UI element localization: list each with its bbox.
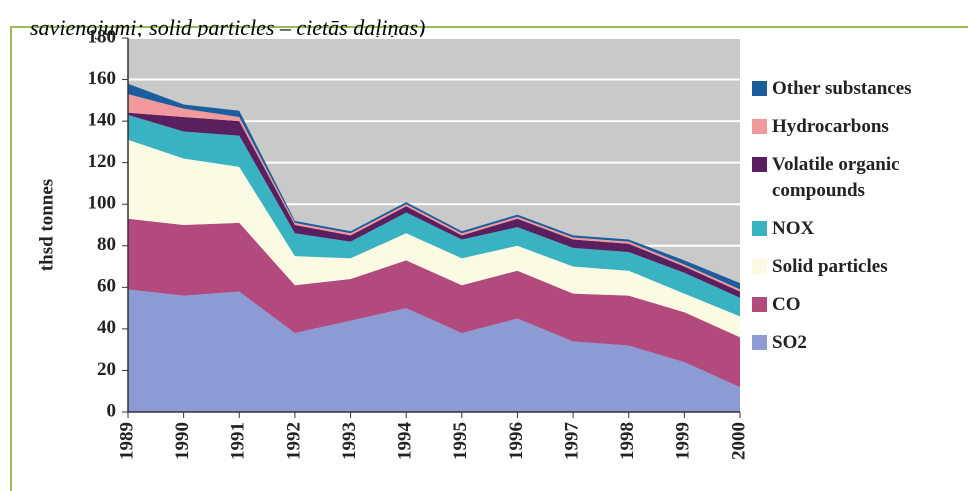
- y-tick-label: 140: [88, 109, 117, 130]
- legend-swatch: [752, 81, 767, 96]
- legend-swatch: [752, 221, 767, 236]
- area: [128, 139, 740, 338]
- legend-swatch: [752, 335, 767, 350]
- y-tick-label: 180: [88, 26, 117, 47]
- legend-swatch: [752, 297, 767, 312]
- x-tick-label: 1997: [561, 422, 582, 461]
- legend-label: Other substances: [772, 78, 912, 99]
- y-tick-label: 160: [88, 68, 117, 89]
- y-tick-label: 20: [97, 359, 116, 380]
- area: [128, 112, 740, 298]
- legend-swatch: [752, 157, 767, 172]
- y-tick-label: 40: [97, 317, 116, 338]
- x-tick-label: 1994: [395, 422, 416, 461]
- legend-label: Solid particles: [772, 256, 888, 277]
- legend-swatch: [752, 259, 767, 274]
- x-tick-label: 1998: [617, 422, 638, 460]
- x-tick-label: 1992: [283, 422, 304, 460]
- y-tick-label: 120: [88, 151, 117, 172]
- legend-item: Hydrocarbons: [752, 114, 966, 140]
- area: [128, 114, 740, 317]
- y-tick-label: 0: [107, 400, 117, 421]
- legend-item: Volatile organic compounds: [752, 152, 966, 204]
- legend-label: Volatile organic compounds: [772, 154, 900, 201]
- legend-item: NOX: [752, 216, 966, 242]
- area: [128, 289, 740, 412]
- x-tick-label: 1993: [339, 422, 360, 460]
- x-tick-label: 1989: [116, 422, 137, 460]
- legend-label: CO: [772, 294, 801, 315]
- x-tick-label: 1990: [172, 422, 193, 460]
- y-axis-label: thsd tonnes: [36, 179, 57, 271]
- area: [128, 94, 740, 292]
- legend-item: Other substances: [752, 76, 966, 102]
- y-tick-label: 60: [97, 276, 116, 297]
- y-tick-label: 80: [97, 234, 116, 255]
- x-tick-label: 2000: [728, 422, 749, 460]
- legend-label: SO2: [772, 332, 807, 353]
- x-tick-label: 1996: [506, 422, 527, 460]
- x-tick-label: 1991: [228, 422, 249, 460]
- legend-item: Solid particles: [752, 254, 966, 280]
- legend-label: Hydrocarbons: [772, 116, 889, 137]
- legend-swatch: [752, 119, 767, 134]
- x-tick-label: 1995: [450, 422, 471, 460]
- legend-item: SO2: [752, 330, 966, 356]
- legend-item: CO: [752, 292, 966, 318]
- x-tick-label: 1999: [673, 422, 694, 460]
- legend: Other substances Hydrocarbons Volatile org…: [752, 76, 966, 356]
- caption: savienojumi; solid particles – cietās da…: [30, 15, 426, 40]
- area: [128, 83, 740, 290]
- y-tick-label: 100: [88, 193, 117, 214]
- area: [128, 218, 740, 388]
- legend-label: NOX: [772, 218, 815, 239]
